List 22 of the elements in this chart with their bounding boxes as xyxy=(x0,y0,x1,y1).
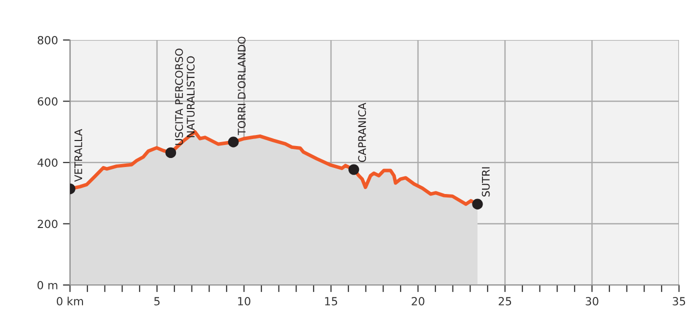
annotation: USCITA PERCORSO NATURALISTICO xyxy=(175,48,195,145)
point xyxy=(165,147,176,158)
x-tick-label: 30 xyxy=(586,297,598,306)
y-tick-label: 200 xyxy=(38,220,58,228)
annotation: SUTRI xyxy=(482,167,490,197)
y-tick-label: 600 xyxy=(38,97,58,106)
annotation: TORRI D'ORLANDO xyxy=(238,36,246,136)
point xyxy=(348,164,360,175)
y-tick-label: 0 m xyxy=(38,280,58,290)
x-tick-label: 10 xyxy=(238,297,250,306)
x-tick-label: 20 xyxy=(412,297,424,306)
x-tick-label: 25 xyxy=(498,297,512,306)
x-tick-label: 5 xyxy=(154,297,160,306)
point xyxy=(472,198,483,210)
x-tick-label: 15 xyxy=(325,297,338,306)
point xyxy=(228,136,239,148)
x-tick-label: 35 xyxy=(672,297,686,306)
y-tick-label: 800 xyxy=(38,36,58,44)
y-tick-label: 400 xyxy=(38,158,58,167)
annotation: VETRALLA xyxy=(74,128,82,182)
annotation: CAPRANICA xyxy=(358,102,366,162)
x-tick-label: 0 km xyxy=(56,296,83,306)
